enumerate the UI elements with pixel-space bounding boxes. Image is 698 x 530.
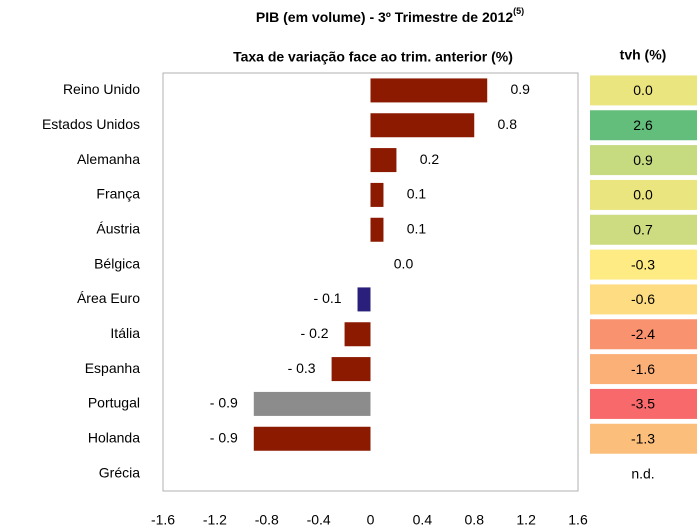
- table-value: -0.3: [631, 256, 655, 272]
- value-label: 0.0: [394, 255, 414, 271]
- chart-subtitle: Taxa de variação face ao trim. anterior …: [233, 49, 513, 65]
- category-label: Bélgica: [94, 255, 140, 271]
- bar: [370, 113, 475, 138]
- bar: [357, 287, 371, 312]
- x-tick-label: -0.4: [307, 512, 331, 528]
- value-label: 0.1: [407, 220, 427, 236]
- table-value: -1.3: [631, 430, 655, 446]
- category-label: Grécia: [99, 464, 140, 480]
- x-tick-label: -1.2: [203, 512, 227, 528]
- bar: [370, 182, 384, 207]
- table-header: tvh (%): [620, 47, 667, 63]
- table-cell: [590, 145, 697, 176]
- table-value: -2.4: [631, 326, 655, 342]
- category-label: Reino Unido: [63, 81, 140, 97]
- table-cell: [590, 179, 697, 210]
- bar: [344, 322, 371, 347]
- category-label: Alemanha: [77, 151, 140, 167]
- table-value: -3.5: [631, 396, 655, 412]
- bar: [370, 78, 488, 103]
- value-label: - 0.2: [301, 325, 329, 341]
- table-value: 0.7: [633, 221, 653, 237]
- value-label: 0.9: [510, 81, 530, 97]
- value-label: - 0.9: [210, 395, 238, 411]
- x-tick-label: 0.4: [413, 512, 433, 528]
- chart-title: PIB (em volume) - 3º Trimestre de 2012(5…: [256, 6, 524, 24]
- category-label: Holanda: [88, 429, 140, 445]
- category-label: França: [96, 186, 140, 202]
- table-cell: [590, 319, 697, 350]
- table-value: -1.6: [631, 361, 655, 377]
- bar: [253, 426, 371, 451]
- bar: [331, 357, 371, 382]
- table-value: 0.0: [633, 82, 653, 98]
- plot-frame: [162, 72, 579, 492]
- x-tick-label: 1.2: [516, 512, 536, 528]
- x-tick-label: 0: [367, 512, 375, 528]
- title-superscript: (5): [513, 6, 524, 16]
- table-cell: [590, 354, 697, 385]
- bar: [253, 391, 371, 416]
- table-cell: [590, 458, 697, 489]
- x-tick-label: 0.8: [465, 512, 485, 528]
- table-cell: [590, 110, 697, 141]
- value-label: - 0.9: [210, 429, 238, 445]
- table-value: 2.6: [633, 117, 653, 133]
- table-cell: [590, 249, 697, 280]
- x-tick-label: -0.8: [255, 512, 279, 528]
- title-text: PIB (em volume) - 3º Trimestre de 2012: [256, 9, 513, 25]
- value-label: 0.8: [498, 116, 518, 132]
- category-label: Área Euro: [77, 290, 140, 306]
- table-cell: [590, 284, 697, 315]
- table-cell: [590, 214, 697, 245]
- table-value: 0.9: [633, 152, 653, 168]
- table-value: -0.6: [631, 291, 655, 307]
- value-label: - 0.3: [288, 360, 316, 376]
- table-cell: [590, 423, 697, 454]
- table-cell: [590, 75, 697, 106]
- category-label: Estados Unidos: [42, 116, 140, 132]
- x-tick-label: 1.6: [568, 512, 588, 528]
- bar: [370, 148, 397, 173]
- bar: [370, 217, 384, 242]
- category-label: Itália: [110, 325, 140, 341]
- table-value: 0.0: [633, 187, 653, 203]
- table-cell: [590, 388, 697, 419]
- table-value: n.d.: [631, 465, 654, 481]
- value-label: 0.2: [420, 151, 440, 167]
- category-label: Portugal: [88, 395, 140, 411]
- value-label: 0.1: [407, 186, 427, 202]
- category-label: Áustria: [96, 220, 140, 236]
- value-label: - 0.1: [314, 290, 342, 306]
- x-tick-label: -1.6: [151, 512, 175, 528]
- category-label: Espanha: [85, 360, 140, 376]
